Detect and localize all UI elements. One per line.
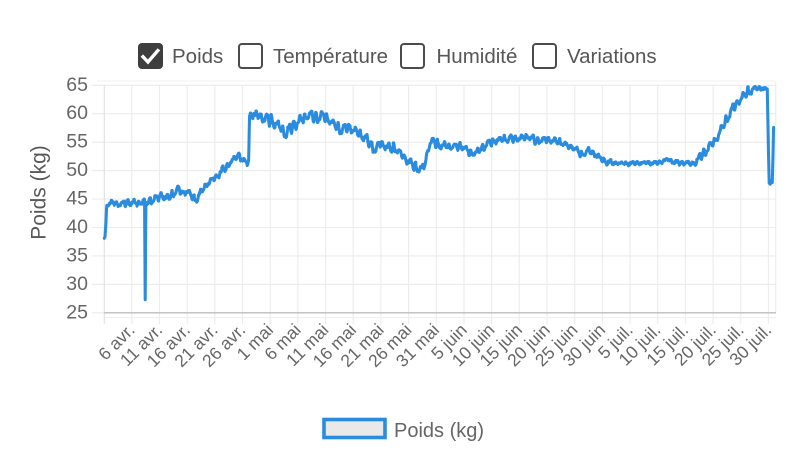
svg-text:25: 25: [66, 301, 88, 323]
svg-text:40: 40: [66, 216, 88, 238]
svg-text:60: 60: [66, 102, 88, 124]
svg-text:Poids (kg): Poids (kg): [394, 420, 484, 442]
svg-text:55: 55: [66, 131, 88, 153]
svg-text:Poids (kg): Poids (kg): [28, 145, 51, 240]
svg-text:65: 65: [66, 74, 88, 96]
svg-text:35: 35: [66, 244, 88, 266]
svg-text:30: 30: [66, 273, 88, 295]
svg-text:50: 50: [66, 159, 88, 181]
svg-text:45: 45: [66, 188, 88, 210]
